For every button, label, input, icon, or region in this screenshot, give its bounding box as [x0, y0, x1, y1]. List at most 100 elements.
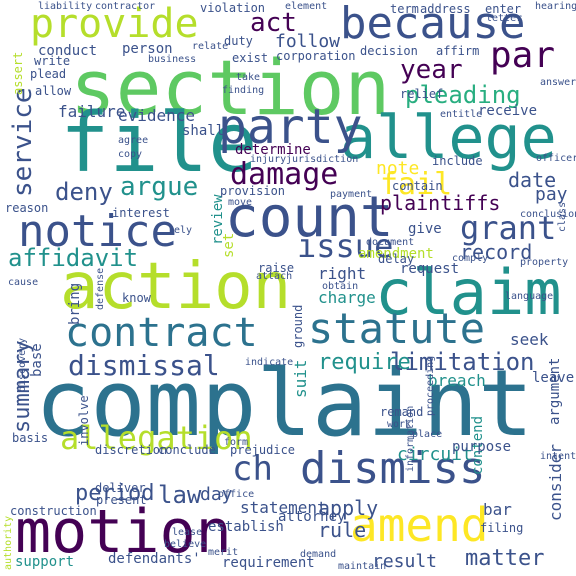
- word-date: date: [508, 168, 557, 192]
- word-purpose: purpose: [452, 439, 512, 455]
- word-seek: seek: [510, 330, 549, 349]
- word-deliver: deliver: [95, 481, 146, 495]
- word-provide: provide: [30, 1, 199, 47]
- word-believe: believe: [164, 539, 207, 550]
- word-liability: liability: [38, 1, 93, 12]
- word-work: work: [387, 419, 412, 430]
- word-prejudice: prejudice: [230, 443, 296, 457]
- word-defendants: defendants': [108, 551, 201, 567]
- word-file: file: [60, 96, 258, 191]
- word-party: party: [218, 99, 363, 155]
- word-period: period: [75, 481, 155, 506]
- word-filing: filing: [480, 521, 524, 535]
- word-fail: fail: [380, 167, 453, 202]
- word-establish: establish: [208, 519, 284, 535]
- word-interest: interest: [112, 206, 170, 220]
- word-pay: pay: [535, 184, 568, 205]
- word-dismissal: dismissal: [68, 349, 220, 382]
- word-corporation: corporation: [276, 49, 356, 63]
- word-payment: payment: [330, 189, 373, 200]
- word-right: right: [318, 264, 367, 283]
- word-person: person: [122, 41, 173, 57]
- word-obtain: obtain: [322, 281, 359, 292]
- word-language: language: [505, 291, 554, 302]
- word-contractor: contractor: [95, 1, 156, 12]
- word-shall: shall: [182, 123, 225, 139]
- word-conclusion: conclusion: [520, 209, 576, 220]
- word-request: request: [400, 261, 460, 277]
- word-conclude: conclude: [158, 443, 216, 457]
- word-statement: statement: [240, 498, 327, 517]
- word-copy: copy: [118, 149, 143, 160]
- word-section: section: [70, 43, 391, 132]
- word-contract: contract: [65, 310, 258, 356]
- word-pleading: pleading: [405, 81, 521, 109]
- word-lease: lease: [172, 527, 203, 538]
- word-authority: authority: [3, 515, 14, 570]
- word-matter: matter: [465, 546, 545, 571]
- word-leave: leave: [532, 370, 575, 386]
- word-form: form: [224, 437, 249, 448]
- word-act: act: [250, 8, 297, 38]
- word-affidavit: affidavit: [8, 244, 139, 272]
- word-amend: amend: [350, 498, 489, 552]
- word-suit: suit: [291, 359, 310, 398]
- word-reason: reason: [5, 201, 49, 215]
- word-construction: construction: [10, 504, 97, 518]
- word-action: action: [60, 250, 292, 324]
- word-notice: notice: [18, 206, 177, 257]
- word-place: place: [412, 429, 443, 440]
- word-jurisdiction: jurisdiction: [286, 154, 359, 165]
- word-raise: raise: [258, 261, 295, 275]
- word-circuit: circuit: [397, 444, 473, 465]
- word-discovery: discovery: [17, 337, 28, 392]
- word-enter: enter: [485, 2, 522, 16]
- word-cause: cause: [8, 277, 39, 288]
- word-count: count: [225, 185, 394, 250]
- word-claim: claim: [375, 256, 562, 329]
- word-attach: attach: [256, 271, 293, 282]
- word-include: include: [432, 154, 483, 168]
- word-grant: grant: [460, 209, 557, 247]
- word-assert: assert: [11, 51, 25, 95]
- word-exist: exist: [232, 51, 269, 65]
- word-allegation: allegation: [60, 419, 253, 457]
- word-merit: merit: [208, 547, 239, 558]
- word-document: document: [366, 237, 415, 248]
- word-bar: bar: [483, 500, 512, 519]
- word-follow: follow: [275, 31, 341, 52]
- word-set: set: [221, 232, 237, 258]
- word-conduct: conduct: [38, 43, 98, 59]
- word-violation: violation: [200, 1, 266, 15]
- word-involve: involve: [77, 395, 91, 446]
- word-apply: apply: [318, 496, 379, 520]
- word-service: service: [8, 87, 38, 197]
- word-decision: decision: [360, 44, 418, 58]
- word-record: record: [460, 240, 533, 264]
- word-injury: injury: [250, 154, 287, 165]
- word-breach: breach: [428, 371, 486, 390]
- word-par: par: [490, 35, 556, 76]
- word-defense: defense: [95, 267, 106, 310]
- word-affirm: affirm: [436, 44, 480, 58]
- word-information: information: [405, 405, 416, 472]
- word-evidence: evidence: [118, 106, 196, 125]
- word-note: note: [376, 158, 420, 179]
- word-dismiss: dismiss: [300, 443, 486, 494]
- word-base: base: [29, 343, 45, 377]
- word-provision: provision: [220, 184, 286, 198]
- word-ch: ch: [232, 449, 273, 489]
- word-contain: contain: [392, 179, 443, 193]
- word-hearing: hearing: [535, 1, 576, 12]
- word-deny: deny: [55, 178, 113, 206]
- word-day: day: [200, 484, 233, 505]
- word-take: take: [236, 72, 261, 83]
- word-ground: ground: [291, 304, 305, 348]
- word-answer: answer: [540, 77, 576, 88]
- word-require: require: [318, 350, 411, 375]
- word-failure: failure: [58, 102, 126, 121]
- word-because: because: [340, 0, 526, 49]
- word-duty: duty: [224, 34, 253, 48]
- word-receive: receive: [478, 103, 538, 119]
